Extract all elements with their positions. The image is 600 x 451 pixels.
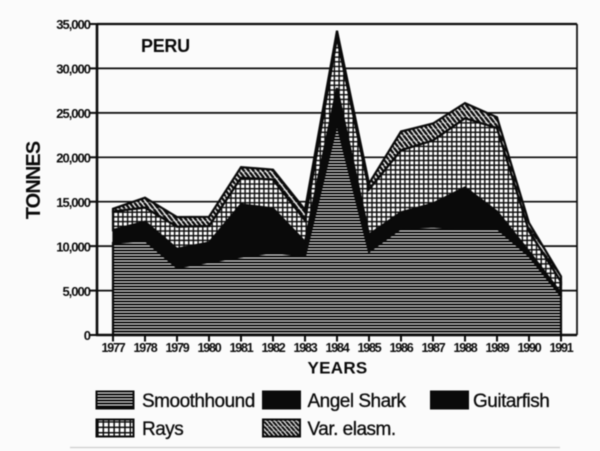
svg-text:20,000: 20,000	[56, 151, 91, 166]
svg-text:1988: 1988	[453, 341, 477, 355]
svg-text:1981: 1981	[229, 341, 253, 355]
svg-text:PERU: PERU	[141, 36, 190, 56]
svg-text:Angel Shark: Angel Shark	[308, 391, 407, 412]
svg-text:0: 0	[84, 328, 91, 343]
svg-text:1987: 1987	[421, 341, 445, 355]
svg-text:1978: 1978	[133, 341, 157, 355]
svg-text:35,000: 35,000	[56, 17, 91, 32]
svg-text:1989: 1989	[485, 341, 509, 355]
svg-text:1984: 1984	[325, 341, 349, 355]
svg-text:1986: 1986	[389, 341, 413, 355]
svg-text:5,000: 5,000	[62, 284, 90, 299]
svg-text:10,000: 10,000	[56, 239, 91, 254]
svg-text:30,000: 30,000	[56, 62, 91, 77]
svg-text:1983: 1983	[293, 341, 317, 355]
svg-text:15,000: 15,000	[56, 195, 91, 210]
svg-text:1985: 1985	[357, 341, 381, 355]
svg-text:1979: 1979	[165, 341, 189, 355]
svg-text:Rays: Rays	[142, 419, 183, 440]
svg-text:Var. elasm.: Var. elasm.	[308, 419, 396, 440]
svg-text:25,000: 25,000	[56, 106, 91, 121]
svg-text:Smoothhound: Smoothhound	[142, 391, 255, 412]
svg-text:1980: 1980	[197, 341, 221, 355]
svg-text:1982: 1982	[261, 341, 285, 355]
svg-text:1991: 1991	[549, 341, 573, 355]
svg-text:1990: 1990	[517, 341, 541, 355]
svg-text:1977: 1977	[101, 341, 125, 355]
svg-text:YEARS: YEARS	[308, 359, 368, 378]
svg-text:TONNES: TONNES	[23, 141, 45, 219]
svg-text:Guitarfish: Guitarfish	[473, 391, 549, 412]
